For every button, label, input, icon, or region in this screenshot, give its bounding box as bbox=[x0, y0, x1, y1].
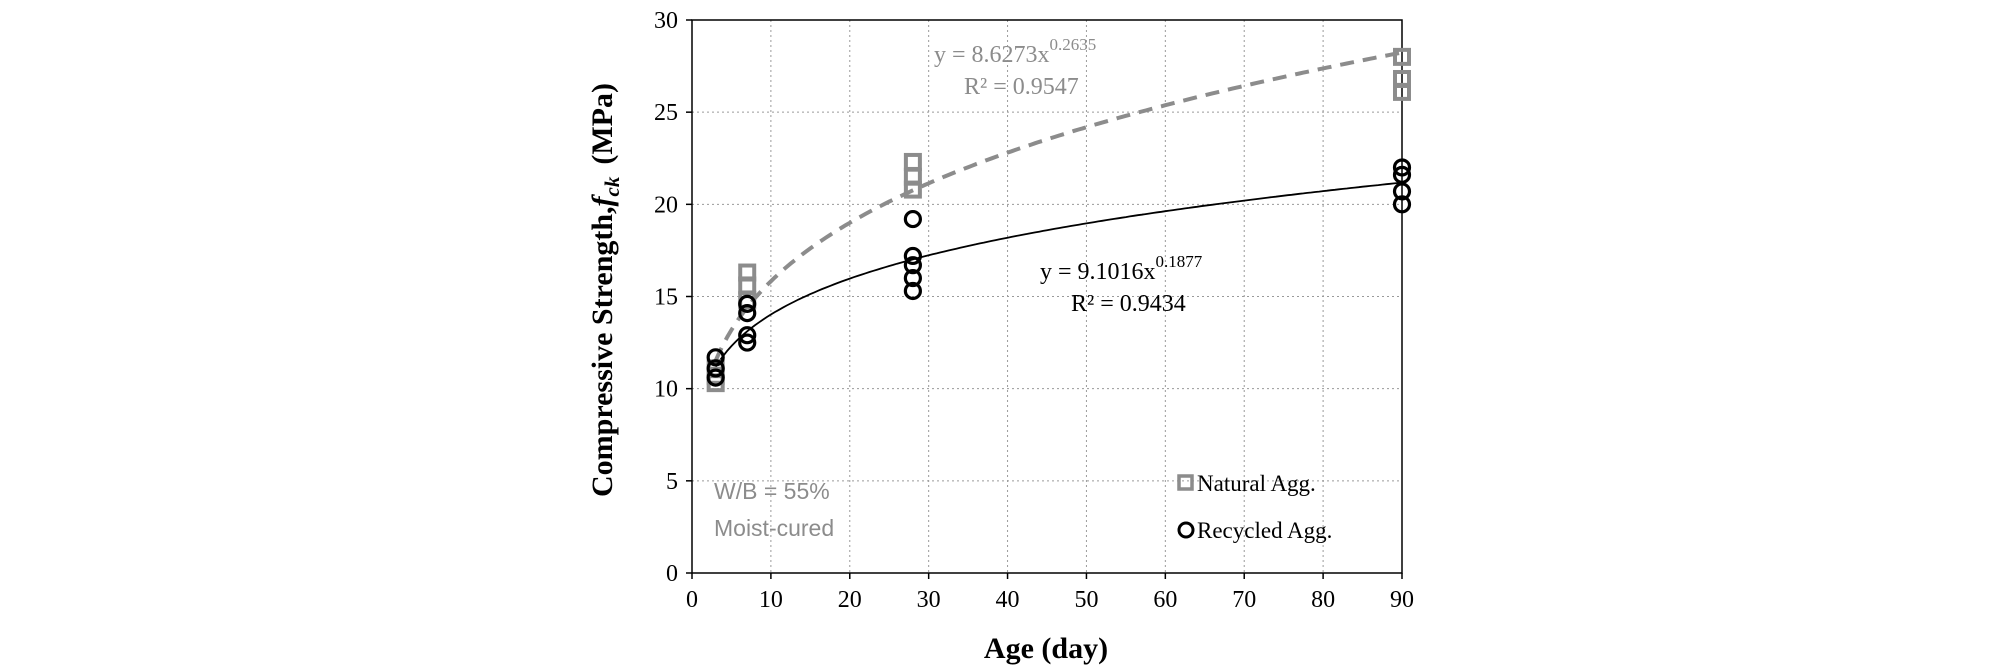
x-axis-title: Age (day) bbox=[984, 632, 1108, 665]
condition-label-wb: W/B = 55% bbox=[714, 478, 830, 504]
y-axis-title-subscript: ck bbox=[600, 176, 624, 196]
x-tick-label-20: 20 bbox=[838, 587, 862, 613]
x-tick-label-70: 70 bbox=[1232, 587, 1256, 613]
x-tick-label-30: 30 bbox=[917, 587, 941, 613]
y-tick-label-10: 10 bbox=[654, 377, 678, 403]
legend-marker-recycled bbox=[1177, 521, 1195, 539]
x-tick-label-10: 10 bbox=[759, 587, 783, 613]
fit-curve-recycled bbox=[714, 181, 1403, 368]
point-recycled-6 bbox=[738, 294, 757, 313]
y-axis-title-unit: (MPa) bbox=[586, 83, 619, 165]
legend: Natural Agg. Recycled Agg. bbox=[1177, 471, 1332, 543]
y-tick-label-0: 0 bbox=[666, 561, 678, 587]
point-recycled-8 bbox=[903, 268, 922, 288]
point-recycled-11 bbox=[903, 209, 922, 229]
fit-curves bbox=[713, 50, 1403, 368]
x-tick-label-60: 60 bbox=[1153, 587, 1177, 613]
natural-fit-equation-exponent: 0.2635 bbox=[1050, 35, 1097, 54]
point-recycled-2 bbox=[706, 348, 725, 367]
recycled-fit-equation-base: y = 9.1016x bbox=[1040, 259, 1156, 285]
x-tick-label-0: 0 bbox=[686, 587, 698, 613]
recycled-fit-equation: y = 9.1016x0.1877 bbox=[1040, 252, 1203, 285]
x-tick-label-40: 40 bbox=[996, 587, 1020, 613]
point-recycled-15 bbox=[1392, 158, 1412, 177]
point-recycled-10 bbox=[903, 246, 922, 266]
y-axis-title: Compressive Strength,fck (MPa) bbox=[586, 83, 624, 497]
point-recycled-14 bbox=[1392, 165, 1412, 184]
condition-label-curing: Moist-cured bbox=[714, 515, 834, 541]
point-natural-11 bbox=[1393, 47, 1411, 66]
x-tick-label-80: 80 bbox=[1311, 587, 1335, 613]
y-tick-label-15: 15 bbox=[654, 285, 678, 311]
x-tick-labels: 0 10 20 30 40 50 60 70 80 90 bbox=[686, 573, 1414, 613]
y-tick-labels: 0 5 10 15 20 25 30 bbox=[654, 8, 692, 587]
legend-label-natural: Natural Agg. bbox=[1197, 471, 1316, 496]
point-recycled-5 bbox=[738, 303, 757, 323]
point-recycled-0 bbox=[706, 368, 725, 387]
point-natural-10 bbox=[1393, 69, 1411, 88]
grid bbox=[692, 20, 1402, 573]
recycled-fit-r2: R² = 0.9434 bbox=[1071, 291, 1186, 317]
point-natural-5 bbox=[738, 263, 757, 282]
legend-label-recycled: Recycled Agg. bbox=[1197, 518, 1332, 543]
point-recycled-4 bbox=[738, 326, 757, 345]
point-recycled-12 bbox=[1392, 195, 1412, 214]
point-recycled-1 bbox=[706, 359, 725, 378]
x-tick-label-50: 50 bbox=[1074, 587, 1098, 613]
fit-curve-natural bbox=[713, 50, 1403, 362]
data-points bbox=[706, 47, 1412, 393]
y-axis-title-text: Compressive Strength, bbox=[586, 206, 619, 497]
point-natural-8 bbox=[903, 152, 922, 171]
natural-fit-equation-base: y = 8.6273x bbox=[934, 42, 1050, 68]
natural-fit-r2: R² = 0.9547 bbox=[964, 74, 1079, 100]
recycled-fit-equation-exponent: 0.1877 bbox=[1156, 252, 1203, 271]
y-tick-label-30: 30 bbox=[654, 8, 678, 34]
point-recycled-9 bbox=[903, 256, 922, 275]
y-tick-label-25: 25 bbox=[654, 100, 678, 126]
point-recycled-7 bbox=[903, 281, 922, 301]
y-axis-title-symbol: f bbox=[586, 193, 619, 206]
legend-marker-natural bbox=[1177, 474, 1194, 491]
point-recycled-3 bbox=[738, 333, 757, 352]
y-tick-label-5: 5 bbox=[666, 469, 678, 495]
x-tick-label-90: 90 bbox=[1390, 587, 1414, 613]
y-tick-label-20: 20 bbox=[654, 192, 678, 218]
natural-fit-equation: y = 8.6273x0.2635 bbox=[934, 35, 1096, 68]
